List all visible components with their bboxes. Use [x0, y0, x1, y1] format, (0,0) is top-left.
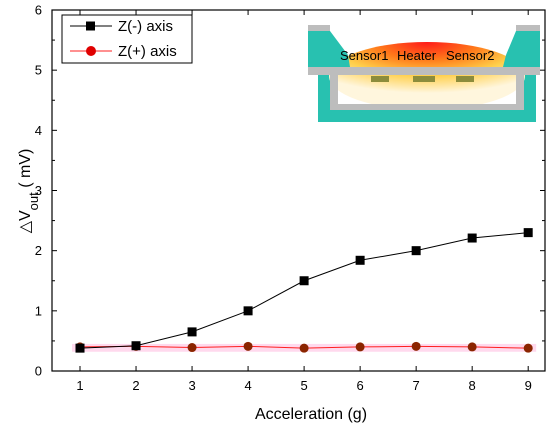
inset-pad-heater — [413, 76, 435, 82]
y-axis-title-prefix: △V — [17, 210, 34, 233]
inset-cap-right — [503, 31, 540, 67]
inset-wall-left — [330, 75, 338, 110]
y-axis-title-subscript: out — [26, 192, 41, 210]
z-minus-point-8 — [467, 233, 477, 243]
x-tick-label-7: 7 — [413, 378, 420, 393]
legend-label-z-plus: Z(+) axis — [118, 43, 177, 60]
inset-label-heater: Heater — [397, 48, 437, 63]
legend: Z(-) axis Z(+) axis — [61, 14, 193, 64]
z-minus-point-1 — [75, 343, 85, 353]
x-tick-label-8: 8 — [469, 378, 476, 393]
z-minus-point-4 — [243, 306, 253, 316]
x-tick-label-3: 3 — [188, 378, 195, 393]
legend-marker-z-minus — [86, 21, 95, 31]
x-tick-label-5: 5 — [300, 378, 307, 393]
inset-label-sensor2: Sensor2 — [446, 48, 494, 63]
legend-box — [61, 14, 193, 64]
y-tick-label-2: 2 — [35, 243, 42, 258]
inset-floor — [330, 104, 524, 110]
y-axis-title-unit: ( mV) — [17, 149, 34, 193]
y-tick-label-1: 1 — [35, 303, 42, 318]
x-tick-label-1: 1 — [76, 378, 83, 393]
inset-pad-sensor2 — [456, 76, 474, 82]
y-axis-title: △Vout ( mV) — [17, 149, 41, 234]
inset-schematic: Sensor1 Heater Sensor2 — [308, 25, 540, 122]
z-minus-point-9 — [523, 228, 533, 238]
legend-marker-z-plus — [86, 46, 96, 56]
z-plus-point-4 — [243, 341, 253, 351]
inset-label-sensor1: Sensor1 — [340, 48, 388, 63]
z-minus-point-2 — [131, 341, 141, 351]
inset-pad-sensor1 — [371, 76, 389, 82]
z-plus-point-7 — [411, 341, 421, 351]
inset-cap-left — [308, 31, 350, 67]
y-tick-label-3: 3 — [35, 183, 42, 198]
y-tick-label-4: 4 — [35, 123, 42, 138]
x-tick-label-6: 6 — [357, 378, 364, 393]
z-minus-point-7 — [411, 246, 421, 256]
inset-wall-right — [516, 75, 524, 110]
z-minus-point-6 — [355, 255, 365, 265]
legend-label-z-minus: Z(-) axis — [118, 18, 173, 35]
y-tick-label-0: 0 — [35, 364, 42, 379]
z-plus-point-8 — [467, 342, 477, 352]
x-axis-title: Acceleration (g) — [255, 406, 367, 423]
y-tick-label-6: 6 — [35, 3, 42, 18]
series-layer — [72, 228, 537, 353]
z-minus-point-3 — [187, 327, 197, 337]
x-tick-label-2: 2 — [132, 378, 139, 393]
y-tick-label-5: 5 — [35, 63, 42, 78]
inset-cap-right-top — [516, 25, 540, 31]
inset-membrane — [308, 67, 540, 75]
axis-ticks: 1 2 3 4 5 6 7 8 9 0 1 2 3 4 5 6 — [35, 3, 545, 393]
z-plus-point-6 — [355, 342, 365, 352]
x-tick-label-9: 9 — [525, 378, 532, 393]
x-tick-label-4: 4 — [244, 378, 251, 393]
z-plus-point-5 — [299, 343, 309, 353]
z-plus-point-9 — [523, 343, 533, 353]
inset-cap-left-top — [308, 25, 330, 31]
z-minus-point-5 — [299, 276, 309, 286]
z-minus-line — [79, 232, 529, 349]
z-plus-point-3 — [187, 343, 197, 353]
